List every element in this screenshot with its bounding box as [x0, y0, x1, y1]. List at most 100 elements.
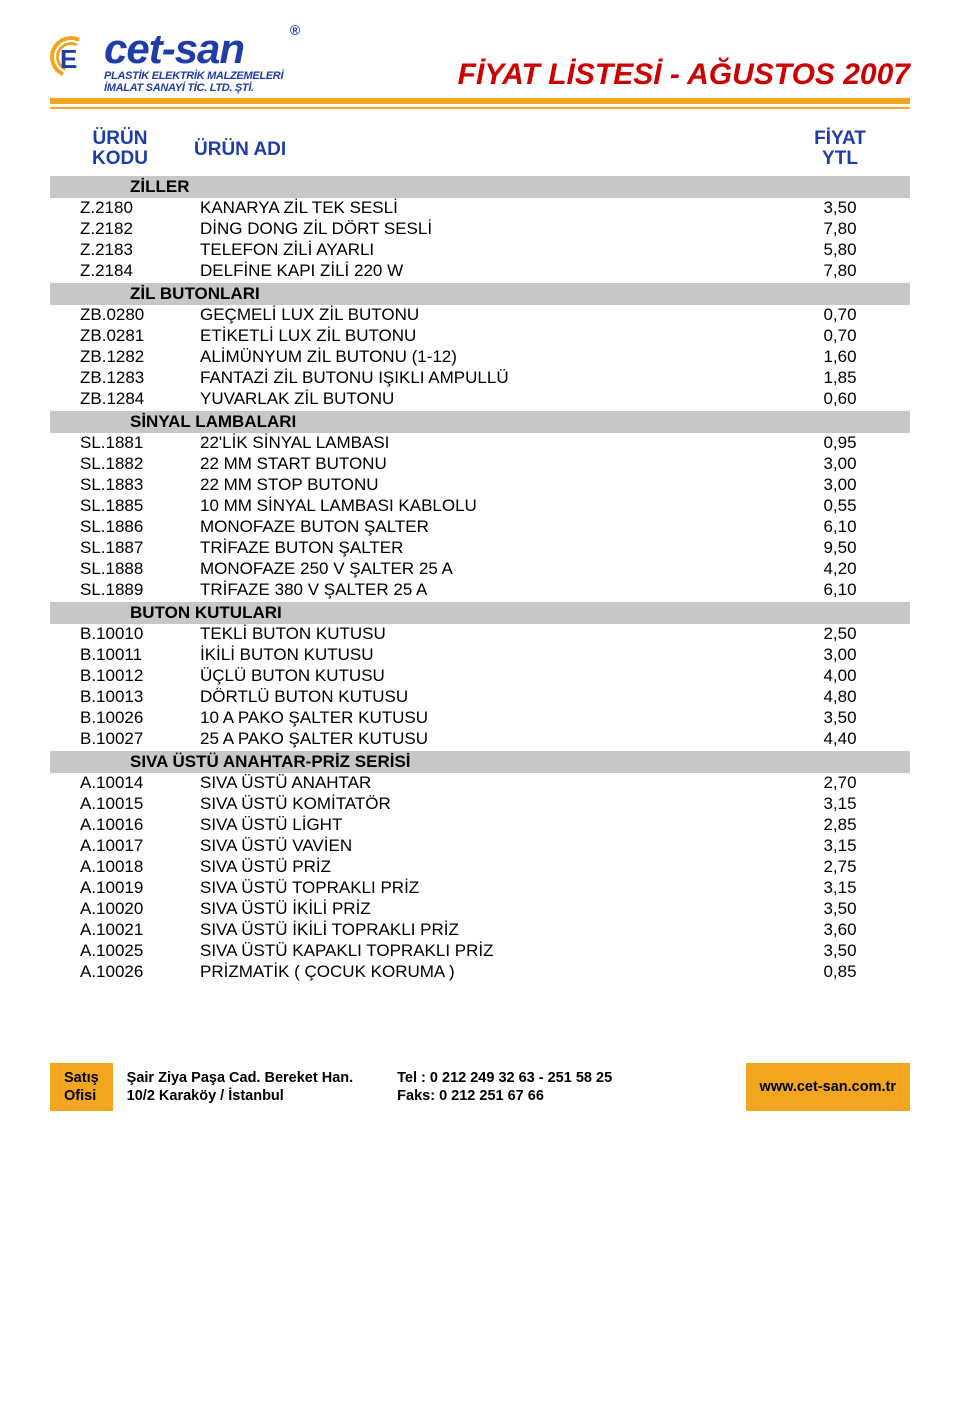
product-name: ETİKETLİ LUX ZİL BUTONU	[170, 326, 770, 346]
table-row: A.10015SIVA ÜSTÜ KOMİTATÖR3,15	[50, 794, 910, 815]
column-header: ÜRÜN KODU ÜRÜN ADI FİYAT YTL	[50, 123, 910, 175]
table-row: SL.1889TRİFAZE 380 V ŞALTER 25 A6,10	[50, 580, 910, 601]
footer-address: Şair Ziya Paşa Cad. Bereket Han. 10/2 Ka…	[127, 1063, 353, 1111]
product-code: SL.1885	[50, 496, 170, 516]
product-name: SIVA ÜSTÜ KAPAKLI TOPRAKLI PRİZ	[170, 941, 770, 961]
product-name: DİNG DONG ZİL DÖRT SESLİ	[170, 219, 770, 239]
product-price: 4,00	[770, 666, 910, 686]
product-price: 3,00	[770, 645, 910, 665]
product-name: DELFİNE KAPI ZİLİ 220 W	[170, 261, 770, 281]
product-name: 22 MM START BUTONU	[170, 454, 770, 474]
product-name: 22'LİK SİNYAL LAMBASI	[170, 433, 770, 453]
product-price: 6,10	[770, 517, 910, 537]
product-code: SL.1889	[50, 580, 170, 600]
product-price: 0,95	[770, 433, 910, 453]
header: E cet-san ® PLASTİK ELEKTRİK MALZEMELERİ…	[50, 30, 910, 94]
product-price: 3,50	[770, 899, 910, 919]
footer-web: www.cet-san.com.tr	[746, 1063, 910, 1111]
table-row: A.10020SIVA ÜSTÜ İKİLİ PRİZ3,50	[50, 899, 910, 920]
product-name: 10 A PAKO ŞALTER KUTUSU	[170, 708, 770, 728]
product-name: SIVA ÜSTÜ TOPRAKLI PRİZ	[170, 878, 770, 898]
product-price: 7,80	[770, 261, 910, 281]
product-name: 22 MM STOP BUTONU	[170, 475, 770, 495]
product-code: Z.2183	[50, 240, 170, 260]
product-price: 3,15	[770, 836, 910, 856]
table-row: SL.188222 MM START BUTONU3,00	[50, 454, 910, 475]
table-row: Z.2184DELFİNE KAPI ZİLİ 220 W7,80	[50, 261, 910, 282]
divider-thick	[50, 98, 910, 104]
product-price: 0,85	[770, 962, 910, 982]
product-name: SIVA ÜSTÜ İKİLİ PRİZ	[170, 899, 770, 919]
table-row: A.10021SIVA ÜSTÜ İKİLİ TOPRAKLI PRİZ3,60	[50, 920, 910, 941]
product-code: B.10026	[50, 708, 170, 728]
product-price: 7,80	[770, 219, 910, 239]
product-price: 3,50	[770, 708, 910, 728]
product-price: 4,20	[770, 559, 910, 579]
table-row: ZB.1284YUVARLAK ZİL BUTONU0,60	[50, 389, 910, 410]
product-price: 9,50	[770, 538, 910, 558]
product-price: 3,60	[770, 920, 910, 940]
price-table: ZİLLERZ.2180KANARYA ZİL TEK SESLİ3,50Z.2…	[50, 176, 910, 983]
footer-tel: Tel : 0 212 249 32 63 - 251 58 25	[397, 1070, 612, 1086]
product-code: B.10027	[50, 729, 170, 749]
table-row: B.10013DÖRTLÜ BUTON KUTUSU4,80	[50, 687, 910, 708]
product-code: B.10012	[50, 666, 170, 686]
table-row: B.10010TEKLİ BUTON KUTUSU2,50	[50, 624, 910, 645]
footer: Satış Ofisi Şair Ziya Paşa Cad. Bereket …	[50, 1063, 910, 1111]
product-name: GEÇMELİ LUX ZİL BUTONU	[170, 305, 770, 325]
table-row: ZB.1282ALİMÜNYUM ZİL BUTONU (1-12)1,60	[50, 347, 910, 368]
product-price: 2,75	[770, 857, 910, 877]
brand-text: cet-san ® PLASTİK ELEKTRİK MALZEMELERİ İ…	[104, 30, 283, 94]
col-header-price: FİYAT YTL	[770, 129, 910, 169]
product-price: 3,50	[770, 941, 910, 961]
product-name: SIVA ÜSTÜ VAVİEN	[170, 836, 770, 856]
brand-name: cet-san ®	[104, 30, 283, 68]
col-header-code-l1: ÜRÜN	[93, 128, 148, 149]
footer-left-l1: Satış	[64, 1069, 99, 1087]
product-price: 3,50	[770, 198, 910, 218]
section-header: ZİL BUTONLARI	[50, 283, 910, 305]
product-name: SIVA ÜSTÜ LİGHT	[170, 815, 770, 835]
table-row: B.1002725 A PAKO ŞALTER KUTUSU4,40	[50, 729, 910, 750]
footer-fax: Faks: 0 212 251 67 66	[397, 1088, 544, 1104]
product-price: 1,85	[770, 368, 910, 388]
product-price: 3,00	[770, 475, 910, 495]
product-name: 25 A PAKO ŞALTER KUTUSU	[170, 729, 770, 749]
product-price: 1,60	[770, 347, 910, 367]
product-price: 3,15	[770, 794, 910, 814]
product-code: SL.1887	[50, 538, 170, 558]
table-row: SL.188122'LİK SİNYAL LAMBASI0,95	[50, 433, 910, 454]
logo-icon: E	[50, 36, 96, 82]
product-code: ZB.1282	[50, 347, 170, 367]
product-name: MONOFAZE BUTON ŞALTER	[170, 517, 770, 537]
col-header-price-l1: FİYAT	[814, 128, 866, 149]
footer-left-box: Satış Ofisi	[50, 1063, 113, 1111]
footer-addr-l2: 10/2 Karaköy / İstanbul	[127, 1088, 284, 1104]
product-code: A.10025	[50, 941, 170, 961]
section-header: SİNYAL LAMBALARI	[50, 411, 910, 433]
col-header-name: ÜRÜN ADI	[190, 129, 770, 169]
product-name: TELEFON ZİLİ AYARLI	[170, 240, 770, 260]
product-name: KANARYA ZİL TEK SESLİ	[170, 198, 770, 218]
table-row: Z.2183TELEFON ZİLİ AYARLI5,80	[50, 240, 910, 261]
footer-phone: Tel : 0 212 249 32 63 - 251 58 25 Faks: …	[397, 1063, 612, 1111]
product-price: 4,40	[770, 729, 910, 749]
product-price: 0,70	[770, 305, 910, 325]
table-row: ZB.0281ETİKETLİ LUX ZİL BUTONU0,70	[50, 326, 910, 347]
table-row: A.10026PRİZMATİK ( ÇOCUK KORUMA )0,85	[50, 962, 910, 983]
product-price: 6,10	[770, 580, 910, 600]
product-price: 0,70	[770, 326, 910, 346]
product-code: ZB.0280	[50, 305, 170, 325]
product-code: SL.1881	[50, 433, 170, 453]
product-name: 10 MM SİNYAL LAMBASI KABLOLU	[170, 496, 770, 516]
product-name: ALİMÜNYUM ZİL BUTONU (1-12)	[170, 347, 770, 367]
product-name: TEKLİ BUTON KUTUSU	[170, 624, 770, 644]
col-header-code: ÜRÜN KODU	[50, 129, 190, 169]
product-name: PRİZMATİK ( ÇOCUK KORUMA )	[170, 962, 770, 982]
product-code: Z.2180	[50, 198, 170, 218]
product-price: 0,55	[770, 496, 910, 516]
product-name: FANTAZİ ZİL BUTONU IŞIKLI AMPULLÜ	[170, 368, 770, 388]
product-code: B.10010	[50, 624, 170, 644]
product-price: 2,70	[770, 773, 910, 793]
product-code: A.10021	[50, 920, 170, 940]
